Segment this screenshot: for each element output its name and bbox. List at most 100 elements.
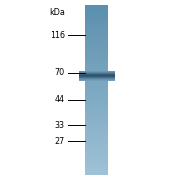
Bar (85, 56, 108, 57)
Bar (85, 76, 108, 77)
Bar (85, 123, 108, 124)
Bar (85, 98, 108, 99)
Bar (85, 55, 108, 56)
Bar (85, 17, 108, 18)
Bar (85, 80, 108, 81)
Bar (85, 62, 108, 63)
Bar (85, 82, 108, 83)
Bar (85, 157, 108, 158)
Bar (85, 135, 108, 136)
Bar (85, 100, 108, 101)
Bar (85, 67, 108, 68)
Bar (85, 61, 108, 62)
Bar (85, 127, 108, 128)
Bar (85, 75, 108, 76)
Bar (85, 126, 108, 127)
Bar (85, 140, 108, 141)
Bar (85, 5, 108, 6)
Bar (85, 158, 108, 159)
Bar (85, 147, 108, 148)
Bar (85, 93, 108, 94)
Bar (85, 143, 108, 144)
Bar (85, 66, 108, 67)
Bar (85, 51, 108, 52)
Bar (85, 139, 108, 140)
Text: 70: 70 (55, 68, 65, 77)
Bar (85, 111, 108, 112)
Bar (85, 16, 108, 17)
Bar (85, 152, 108, 153)
Bar (85, 91, 108, 92)
Bar (85, 155, 108, 156)
Bar (85, 34, 108, 35)
Bar (85, 125, 108, 126)
Bar (85, 26, 108, 27)
Bar (85, 36, 108, 37)
Bar (85, 133, 108, 134)
Bar (85, 142, 108, 143)
Bar (85, 95, 108, 96)
Bar (85, 161, 108, 162)
Bar (85, 7, 108, 8)
Bar (85, 149, 108, 150)
Bar (85, 148, 108, 149)
Bar (85, 10, 108, 11)
Bar (85, 21, 108, 22)
Text: 44: 44 (55, 95, 65, 104)
Bar (85, 9, 108, 10)
Bar (85, 173, 108, 174)
Bar (85, 49, 108, 50)
Bar (85, 103, 108, 104)
Bar (85, 134, 108, 135)
Bar (85, 78, 108, 79)
Bar (85, 144, 108, 145)
Bar (85, 108, 108, 109)
Bar (85, 118, 108, 119)
Bar (85, 43, 108, 44)
Bar (85, 150, 108, 151)
Bar (85, 87, 108, 88)
Bar (85, 94, 108, 95)
Bar (85, 141, 108, 142)
Bar (85, 92, 108, 93)
Bar (85, 164, 108, 165)
Bar (85, 31, 108, 32)
Bar (85, 102, 108, 103)
Bar (85, 60, 108, 61)
Bar (85, 24, 108, 25)
Bar (85, 104, 108, 105)
Bar (85, 101, 108, 102)
Bar (85, 20, 108, 21)
Bar (85, 77, 108, 78)
Bar (85, 168, 108, 169)
Bar (85, 38, 108, 39)
Bar (85, 113, 108, 114)
Text: kDa: kDa (49, 8, 65, 17)
Bar (85, 47, 108, 48)
Bar (85, 163, 108, 164)
Bar (85, 64, 108, 65)
Bar (85, 19, 108, 20)
Bar (85, 72, 108, 73)
Bar (85, 15, 108, 16)
Bar (85, 58, 108, 59)
Bar (85, 14, 108, 15)
Bar (85, 122, 108, 123)
Bar (85, 11, 108, 12)
Bar (85, 6, 108, 7)
Text: 33: 33 (55, 121, 65, 130)
Bar (85, 37, 108, 38)
Bar (85, 45, 108, 46)
Bar (85, 90, 108, 91)
Bar (85, 69, 108, 70)
Bar (85, 89, 108, 90)
Bar (85, 99, 108, 100)
Bar (85, 96, 108, 97)
Bar (85, 167, 108, 168)
Bar (85, 114, 108, 115)
Bar (85, 171, 108, 172)
Bar (85, 48, 108, 49)
Bar (85, 42, 108, 43)
Bar (85, 85, 108, 86)
Bar (85, 124, 108, 125)
